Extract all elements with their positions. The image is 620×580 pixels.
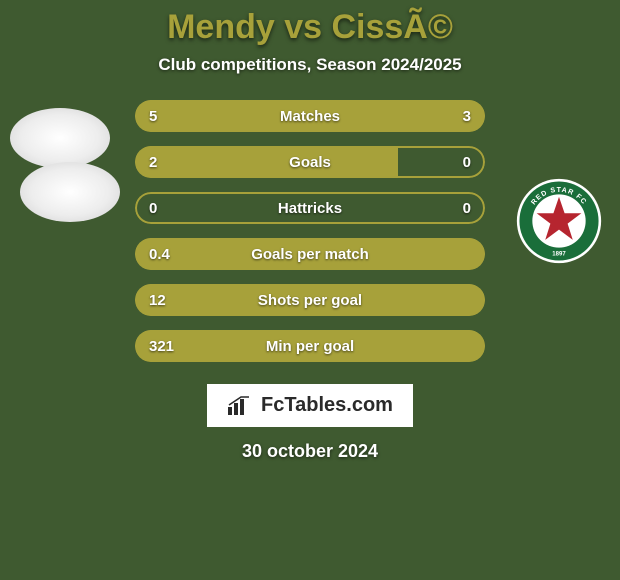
- stat-value-right: 3: [463, 100, 471, 132]
- stat-value-left: 12: [149, 284, 166, 316]
- stat-bar-outline: [135, 192, 485, 224]
- watermark-text: FcTables.com: [261, 394, 393, 417]
- stat-row: 00Hattricks: [135, 192, 485, 224]
- infographic-root: Mendy vs CissÃ© Club competitions, Seaso…: [0, 0, 620, 580]
- stat-value-left: 0: [149, 192, 157, 224]
- stat-row: 12Shots per goal: [135, 284, 485, 316]
- stat-bar-left-fill: [135, 100, 352, 132]
- stat-bar-left-fill: [135, 330, 485, 362]
- watermark: FcTables.com: [207, 384, 413, 427]
- date-text: 30 october 2024: [242, 441, 378, 462]
- stat-row: 321Min per goal: [135, 330, 485, 362]
- stat-row: 20Goals: [135, 146, 485, 178]
- watermark-chart-icon: [227, 396, 253, 416]
- stat-value-left: 321: [149, 330, 174, 362]
- stat-value-left: 5: [149, 100, 157, 132]
- stat-bar-left-fill: [135, 284, 485, 316]
- stat-value-left: 0.4: [149, 238, 170, 270]
- stat-row: 0.4Goals per match: [135, 238, 485, 270]
- stat-row: 53Matches: [135, 100, 485, 132]
- subtitle: Club competitions, Season 2024/2025: [158, 55, 461, 75]
- stat-value-left: 2: [149, 146, 157, 178]
- stat-value-right: 0: [463, 146, 471, 178]
- stat-bars: 53Matches20Goals00Hattricks0.4Goals per …: [135, 100, 485, 362]
- stat-value-right: 0: [463, 192, 471, 224]
- stat-bar-left-fill: [135, 146, 398, 178]
- stat-bar-left-fill: [135, 238, 485, 270]
- page-title: Mendy vs CissÃ©: [167, 8, 453, 47]
- stats-area: 53Matches20Goals00Hattricks0.4Goals per …: [0, 100, 620, 362]
